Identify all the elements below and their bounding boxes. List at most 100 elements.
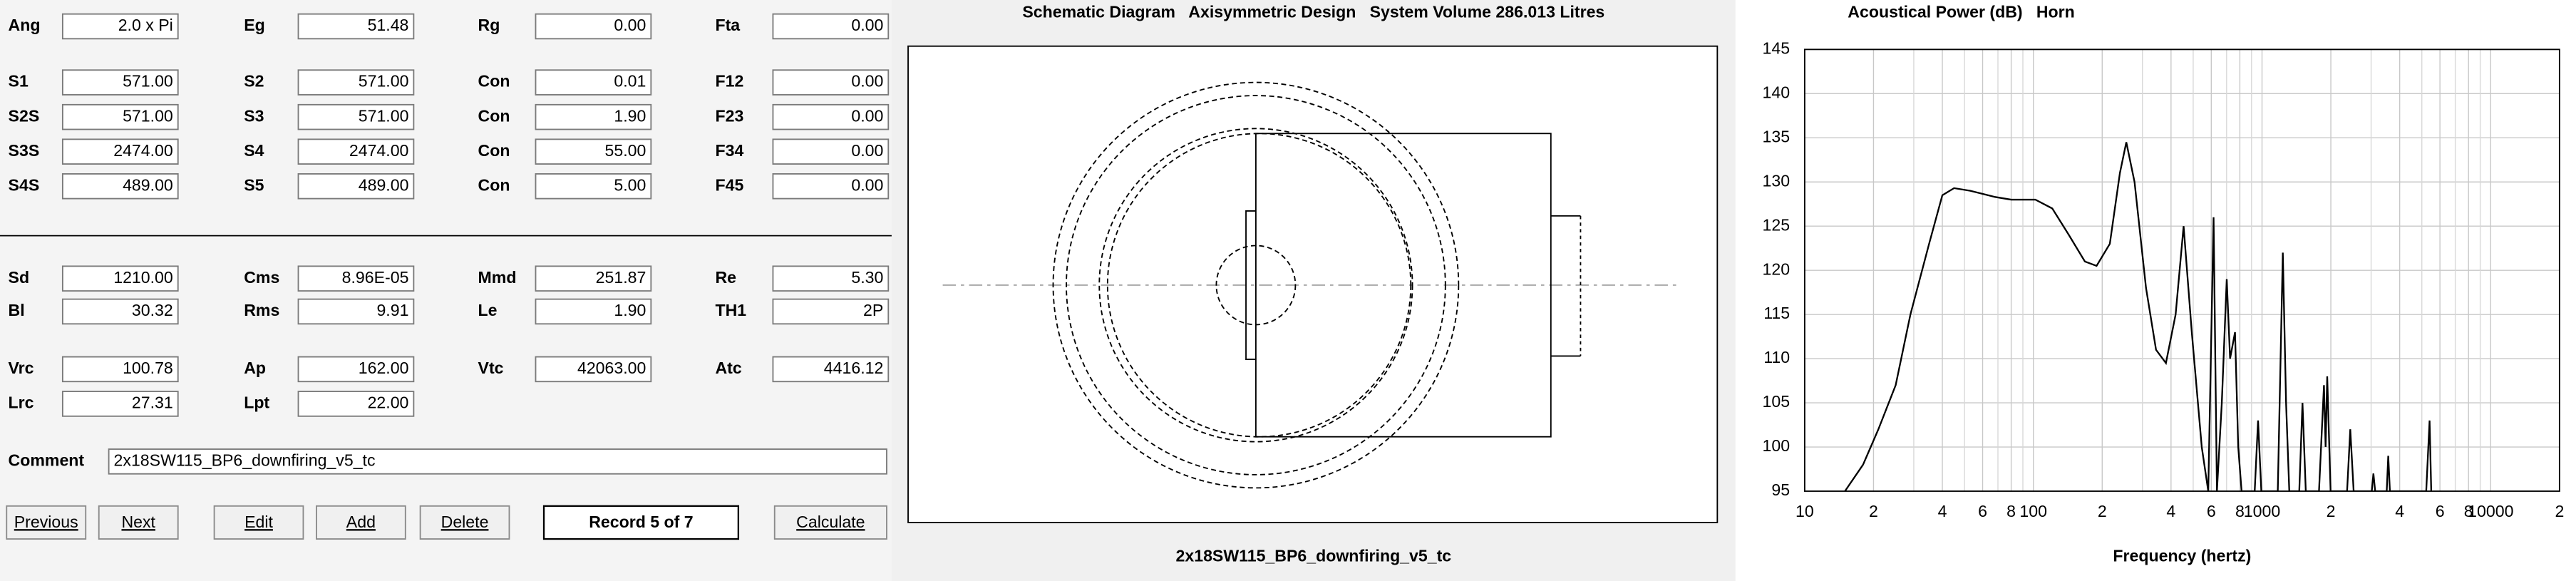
- field-label: Ang: [9, 16, 41, 34]
- field-box[interactable]: [535, 13, 652, 40]
- field-value: 22.00: [368, 394, 409, 412]
- plot-frame: [1803, 48, 2560, 492]
- field-box[interactable]: [61, 173, 179, 200]
- field-box[interactable]: [61, 138, 179, 165]
- field-box[interactable]: [297, 265, 415, 292]
- step: [1245, 210, 1256, 360]
- field-value: 0.00: [851, 16, 883, 34]
- x-tick-label: 8: [2464, 502, 2473, 520]
- field-value: 100.78: [123, 359, 173, 377]
- button[interactable]: [316, 505, 406, 540]
- field-label: Con: [478, 72, 510, 91]
- field-box[interactable]: [772, 173, 890, 200]
- field-box[interactable]: [535, 173, 652, 200]
- field-box[interactable]: [535, 138, 652, 165]
- x-tick-label: 2: [2098, 502, 2107, 520]
- field-box[interactable]: [297, 103, 415, 130]
- response-line: [1844, 142, 2433, 491]
- field-label: Cms: [244, 268, 279, 287]
- field-box[interactable]: [772, 356, 890, 383]
- button-label[interactable]: Next: [121, 513, 155, 531]
- field-box[interactable]: [535, 265, 652, 292]
- field-box[interactable]: [297, 298, 415, 325]
- field-label: Atc: [716, 359, 742, 377]
- field-box[interactable]: [297, 69, 415, 96]
- field-box[interactable]: [772, 69, 890, 96]
- field-label: S4S: [9, 175, 40, 194]
- x-tick-label: 2: [1869, 502, 1878, 520]
- field-label: Le: [478, 301, 498, 319]
- comment-value: 2x18SW115_BP6_downfiring_v5_tc: [114, 451, 376, 469]
- field-box[interactable]: [61, 356, 179, 383]
- field-box[interactable]: [772, 103, 890, 130]
- button[interactable]: [6, 505, 87, 540]
- field-label: Fta: [716, 16, 741, 34]
- field-value: 9.91: [376, 301, 408, 319]
- field-label: F12: [716, 72, 744, 91]
- button[interactable]: [98, 505, 179, 540]
- field-value: 162.00: [359, 359, 409, 377]
- button-label[interactable]: Calculate: [796, 513, 865, 531]
- field-value: 489.00: [123, 175, 173, 194]
- field-label: S2S: [9, 106, 40, 125]
- field-value: 0.00: [614, 16, 646, 34]
- field-box[interactable]: [772, 138, 890, 165]
- field-value: 30.32: [132, 301, 173, 319]
- x-tick-label: 4: [2395, 502, 2404, 520]
- field-box[interactable]: [535, 103, 652, 130]
- button-label[interactable]: Edit: [244, 513, 273, 531]
- field-box[interactable]: [61, 69, 179, 96]
- y-tick-label: 120: [1763, 259, 1791, 278]
- field-box[interactable]: [297, 391, 415, 417]
- field-value: 42063.00: [577, 359, 646, 377]
- field-label: Re: [716, 268, 737, 287]
- field-label: F23: [716, 106, 744, 125]
- field-box[interactable]: [297, 173, 415, 200]
- field-box[interactable]: [61, 265, 179, 292]
- field-label: Con: [478, 106, 510, 125]
- enclosure: [1254, 133, 1552, 438]
- x-tick-label: 8: [2006, 502, 2016, 520]
- button-label[interactable]: Previous: [14, 513, 78, 531]
- field-label: S4: [244, 141, 264, 160]
- x-tick-label: 6: [1978, 502, 1987, 520]
- field-label: TH1: [716, 301, 747, 319]
- button[interactable]: [419, 505, 510, 540]
- field-value: 1.90: [614, 106, 646, 125]
- y-tick-label: 95: [1771, 480, 1790, 499]
- field-label: Bl: [9, 301, 25, 319]
- field-value: 8.96E-05: [342, 268, 409, 287]
- comment-box[interactable]: [108, 448, 887, 475]
- field-box[interactable]: [772, 13, 890, 40]
- button[interactable]: [773, 505, 887, 540]
- x-tick-label: 6: [2207, 502, 2216, 520]
- field-box[interactable]: [535, 356, 652, 383]
- schematic-caption: 2x18SW115_BP6_downfiring_v5_tc: [1176, 547, 1452, 565]
- field-box[interactable]: [772, 265, 890, 292]
- field-value: 1210.00: [113, 268, 173, 287]
- x-tick-label: 8: [2235, 502, 2245, 520]
- field-box[interactable]: [772, 298, 890, 325]
- field-label: S3S: [9, 141, 40, 160]
- field-box[interactable]: [535, 69, 652, 96]
- field-box[interactable]: [61, 103, 179, 130]
- field-box[interactable]: [297, 13, 415, 40]
- field-label: Rg: [478, 16, 500, 34]
- x-tick-label: 10000: [2468, 502, 2513, 520]
- green-circle: [1106, 133, 1412, 438]
- button[interactable]: [213, 505, 304, 540]
- field-label: S1: [9, 72, 29, 91]
- field-box[interactable]: [61, 391, 179, 417]
- field-box[interactable]: [297, 356, 415, 383]
- field-box[interactable]: [297, 138, 415, 165]
- field-label: S3: [244, 106, 264, 125]
- field-box[interactable]: [61, 13, 179, 40]
- button-label[interactable]: Add: [346, 513, 376, 531]
- y-tick-label: 100: [1763, 436, 1791, 455]
- red-circle: [1098, 128, 1413, 443]
- field-box[interactable]: [535, 298, 652, 325]
- button-label[interactable]: Delete: [441, 513, 489, 531]
- field-box[interactable]: [61, 298, 179, 325]
- field-value: 51.48: [368, 16, 409, 34]
- field-value: 5.30: [851, 268, 883, 287]
